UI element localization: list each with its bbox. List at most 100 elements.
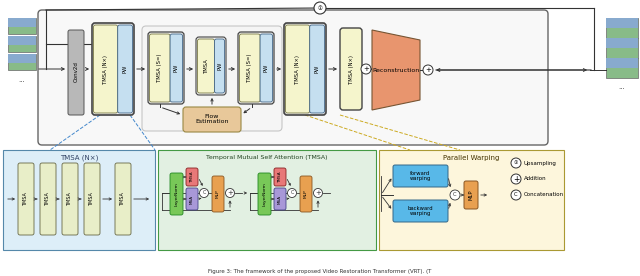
Circle shape (450, 190, 460, 200)
FancyBboxPatch shape (38, 10, 548, 145)
Text: ①: ① (514, 161, 518, 166)
FancyBboxPatch shape (170, 173, 183, 215)
Text: LayerNorm: LayerNorm (262, 182, 266, 206)
Text: ...: ... (19, 77, 26, 83)
FancyBboxPatch shape (274, 168, 286, 186)
Text: Reconstruction: Reconstruction (372, 68, 420, 73)
Text: PW: PW (174, 64, 179, 72)
FancyBboxPatch shape (285, 25, 310, 113)
Text: +: + (227, 190, 233, 196)
FancyBboxPatch shape (238, 32, 274, 104)
FancyBboxPatch shape (464, 181, 478, 209)
FancyBboxPatch shape (183, 107, 241, 132)
Text: MSA: MSA (278, 194, 282, 204)
FancyBboxPatch shape (196, 37, 226, 95)
Circle shape (287, 189, 296, 198)
Text: TMSA: TMSA (24, 192, 29, 206)
FancyBboxPatch shape (274, 188, 286, 210)
FancyBboxPatch shape (214, 39, 225, 93)
Text: Temporal Mutual Self Attention (TMSA): Temporal Mutual Self Attention (TMSA) (206, 155, 328, 161)
Text: PW: PW (123, 65, 127, 73)
Text: MSA: MSA (190, 194, 194, 204)
Text: TMSA (N×): TMSA (N×) (103, 54, 108, 84)
Text: Parallel Warping: Parallel Warping (443, 155, 499, 161)
FancyBboxPatch shape (310, 25, 324, 113)
FancyBboxPatch shape (142, 26, 282, 131)
Text: Flow
Estimation: Flow Estimation (195, 114, 228, 124)
Text: TMSA (S=): TMSA (S=) (157, 54, 163, 82)
Text: TMSA: TMSA (190, 171, 194, 183)
Bar (8, 36, 36, 52)
Text: TMSA (S=): TMSA (S=) (247, 54, 252, 82)
FancyBboxPatch shape (260, 34, 273, 102)
Text: ...: ... (619, 84, 625, 90)
Circle shape (314, 189, 323, 198)
Bar (8, 54, 36, 63)
Bar (606, 38, 638, 48)
Circle shape (511, 190, 521, 200)
FancyBboxPatch shape (284, 23, 326, 115)
Text: LayerNorm: LayerNorm (175, 182, 179, 206)
Text: forward
warping: forward warping (410, 171, 431, 181)
Text: MLP: MLP (304, 190, 308, 198)
FancyBboxPatch shape (393, 165, 448, 187)
FancyBboxPatch shape (186, 188, 198, 210)
Text: Upsampling: Upsampling (524, 161, 557, 166)
Bar (8, 54, 36, 70)
Bar (606, 18, 638, 38)
Text: C: C (202, 190, 205, 195)
FancyBboxPatch shape (212, 176, 224, 212)
Text: C: C (453, 192, 457, 198)
Circle shape (361, 64, 371, 74)
Text: ①: ① (317, 6, 323, 10)
Circle shape (200, 189, 209, 198)
FancyBboxPatch shape (84, 163, 100, 235)
Text: Conv2d: Conv2d (74, 62, 79, 83)
Circle shape (314, 2, 326, 14)
FancyBboxPatch shape (198, 39, 214, 93)
Text: backward
warping: backward warping (407, 206, 433, 216)
Text: +: + (363, 66, 369, 72)
Text: +: + (425, 67, 431, 73)
FancyBboxPatch shape (239, 34, 260, 102)
FancyBboxPatch shape (93, 25, 118, 113)
FancyBboxPatch shape (170, 34, 182, 102)
FancyBboxPatch shape (150, 34, 170, 102)
Text: TMSA: TMSA (67, 192, 72, 206)
FancyBboxPatch shape (18, 163, 34, 235)
Bar (8, 36, 36, 45)
FancyBboxPatch shape (393, 200, 448, 222)
FancyBboxPatch shape (186, 168, 198, 186)
Bar (379, 150, 564, 250)
Text: MLP: MLP (216, 190, 220, 198)
Text: Addition: Addition (524, 176, 547, 182)
Text: TMSA: TMSA (45, 192, 51, 206)
FancyBboxPatch shape (68, 30, 84, 115)
FancyBboxPatch shape (258, 173, 271, 215)
Text: TMSA: TMSA (278, 171, 282, 183)
Bar (606, 38, 638, 58)
Circle shape (511, 158, 521, 168)
Text: +: + (513, 174, 519, 184)
Circle shape (423, 65, 433, 75)
Text: TMSA: TMSA (120, 192, 125, 206)
Circle shape (225, 189, 234, 198)
Text: C: C (514, 192, 518, 198)
FancyBboxPatch shape (92, 23, 134, 115)
Bar (8, 18, 36, 34)
FancyBboxPatch shape (300, 176, 312, 212)
Text: TMSA (N×): TMSA (N×) (349, 54, 353, 84)
Text: TMSA (N×): TMSA (N×) (295, 54, 300, 84)
Polygon shape (372, 30, 420, 110)
Text: PW: PW (315, 65, 319, 73)
Bar (606, 58, 638, 78)
Text: MLP: MLP (468, 190, 474, 200)
FancyBboxPatch shape (118, 25, 132, 113)
Bar (3, 150, 155, 250)
Text: C: C (291, 190, 294, 195)
Bar (158, 150, 376, 250)
Text: TMSA: TMSA (90, 192, 95, 206)
FancyBboxPatch shape (115, 163, 131, 235)
FancyBboxPatch shape (40, 163, 56, 235)
FancyBboxPatch shape (148, 32, 184, 104)
